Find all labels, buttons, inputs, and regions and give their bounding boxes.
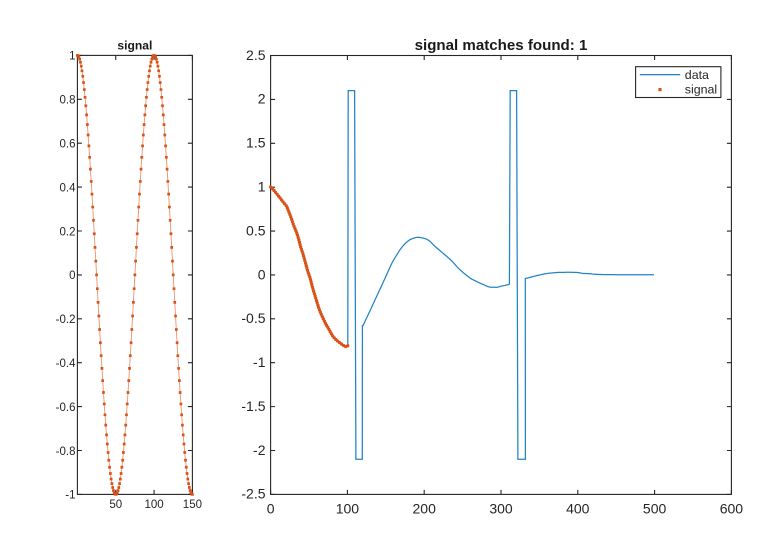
svg-text:300: 300 [489,500,513,516]
svg-text:-2.5: -2.5 [241,486,265,502]
svg-text:1.5: 1.5 [246,135,266,151]
svg-text:0.8: 0.8 [60,95,76,107]
svg-text:400: 400 [566,500,590,516]
svg-text:signal: signal [685,83,717,97]
svg-text:-0.8: -0.8 [56,446,76,458]
svg-text:0: 0 [267,500,275,516]
svg-text:0: 0 [69,270,75,282]
svg-text:0.5: 0.5 [246,222,266,238]
svg-text:200: 200 [413,500,437,516]
svg-text:150: 150 [183,499,202,511]
svg-text:100: 100 [144,499,163,511]
svg-text:-1: -1 [65,490,75,502]
svg-text:signal: signal [117,39,152,53]
svg-text:500: 500 [643,500,667,516]
svg-text:signal matches found: 1: signal matches found: 1 [415,37,588,54]
svg-text:2: 2 [258,91,266,107]
svg-text:600: 600 [720,500,744,516]
svg-text:50: 50 [109,499,122,511]
svg-text:0: 0 [258,266,266,282]
svg-text:-1: -1 [253,354,266,370]
svg-text:-0.6: -0.6 [56,402,76,414]
svg-text:-1.5: -1.5 [241,398,265,414]
svg-text:1: 1 [258,178,266,194]
svg-text:-2: -2 [253,442,266,458]
svg-text:1: 1 [69,51,75,63]
svg-text:-0.5: -0.5 [241,310,265,326]
svg-text:0.4: 0.4 [60,182,77,194]
svg-text:0.2: 0.2 [60,226,76,238]
svg-text:data: data [685,68,709,82]
svg-text:2.5: 2.5 [246,47,266,63]
svg-text:-0.2: -0.2 [56,314,76,326]
svg-text:100: 100 [336,500,360,516]
svg-text:0.6: 0.6 [60,139,76,151]
svg-text:-0.4: -0.4 [56,358,76,370]
